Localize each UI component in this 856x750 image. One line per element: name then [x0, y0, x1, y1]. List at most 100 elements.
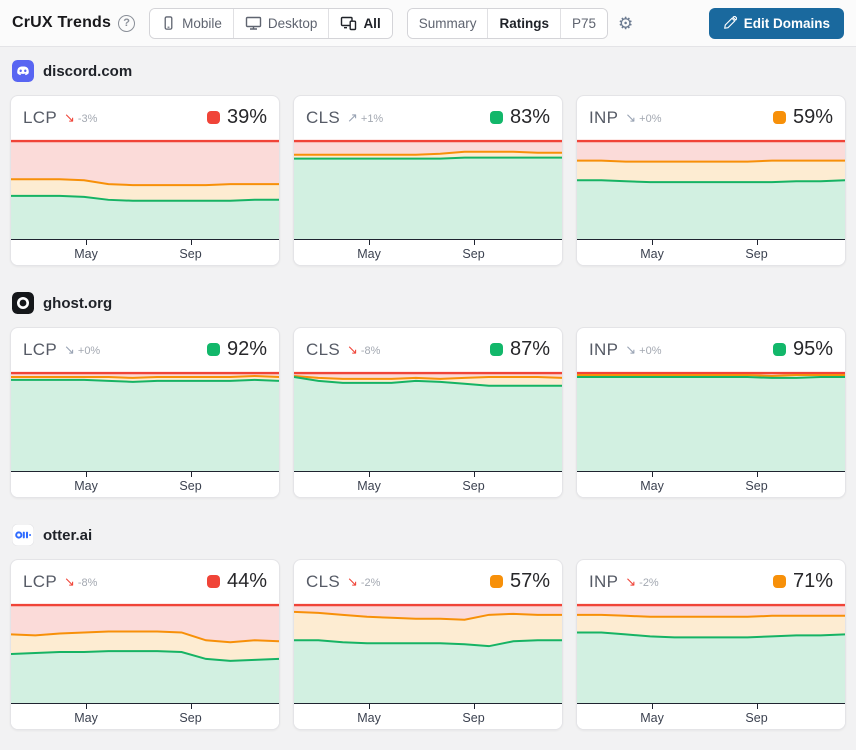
- axis-tick-label: May: [357, 479, 381, 493]
- toggle-label: Summary: [418, 15, 477, 31]
- trend-chart: [577, 370, 845, 471]
- trend-percentage: -3%: [77, 112, 98, 125]
- toggle-label: Desktop: [267, 15, 318, 31]
- metric-label: INP: [589, 107, 619, 127]
- metric-label: INP: [589, 571, 619, 591]
- metric-cards-row: LCP ↘ -3% 39% May Sep CLS ↗ +1% 83% May Sep INP ↘ +0% 5…: [10, 95, 846, 266]
- rating-value: 87%: [489, 338, 550, 361]
- axis-tick: [756, 472, 758, 477]
- toggle-label: All: [363, 15, 381, 31]
- device-toggle: Mobile Desktop All: [149, 7, 393, 39]
- trend: ↘ -8%: [64, 575, 97, 589]
- axis-tick: [652, 472, 654, 477]
- axis-tick: [756, 704, 758, 709]
- toggle-label: Ratings: [499, 15, 549, 31]
- edit-domains-button[interactable]: Edit Domains: [708, 7, 844, 39]
- rating-dot-icon: [206, 575, 220, 588]
- toggle-option-ratings[interactable]: Ratings: [487, 8, 560, 38]
- metric-card-ghost.org-cls: CLS ↘ -8% 87% May Sep: [293, 327, 563, 498]
- domain-name: ghost.org: [43, 294, 113, 312]
- axis-tick-label: May: [74, 479, 98, 493]
- axis-tick: [369, 240, 371, 245]
- help-icon[interactable]: ?: [118, 14, 136, 32]
- trend-down-icon: ↘: [625, 341, 637, 357]
- axis-tick: [190, 240, 192, 245]
- trend-down-icon: ↘: [63, 109, 75, 125]
- metric-label: LCP: [23, 571, 57, 591]
- rating-value: 39%: [206, 106, 267, 129]
- axis-tick: [473, 472, 475, 477]
- trend-chart: [294, 138, 562, 239]
- chart-x-axis: May Sep: [577, 239, 845, 265]
- trend: ↘ +0%: [64, 343, 100, 357]
- axis-tick-label: Sep: [462, 479, 485, 493]
- axis-tick-label: Sep: [745, 247, 768, 261]
- toggle-option-all[interactable]: All: [328, 8, 392, 38]
- domain-name: otter.ai: [43, 526, 93, 544]
- trend-percentage: -2%: [639, 576, 659, 589]
- axis-tick: [369, 704, 371, 709]
- axis-tick: [756, 240, 758, 245]
- edit-domains-label: Edit Domains: [743, 15, 830, 31]
- rating-percentage: 92%: [226, 338, 267, 360]
- view-toggle: Summary Ratings P75: [406, 7, 609, 39]
- otter-icon: [12, 524, 34, 546]
- trend-chart: [294, 370, 562, 471]
- chart-x-axis: May Sep: [11, 471, 279, 497]
- axis-tick-label: May: [74, 247, 98, 261]
- metric-card-ghost.org-inp: INP ↘ +0% 95% May Sep: [576, 327, 846, 498]
- axis-tick: [652, 240, 654, 245]
- axis-tick: [190, 472, 192, 477]
- toggle-label: P75: [571, 15, 597, 31]
- domain-section-ghost.org: ghost.org LCP ↘ +0% 92% May Sep CLS ↘ -8% 87% May Se…: [0, 279, 856, 511]
- axis-tick-label: Sep: [179, 479, 202, 493]
- card-header: INP ↘ +0% 95%: [577, 328, 845, 370]
- toggle-option-p75[interactable]: P75: [559, 8, 608, 38]
- rating-value: 95%: [772, 338, 833, 361]
- trend-chart: [11, 370, 279, 471]
- trend-chart: [577, 138, 845, 239]
- trend-percentage: -8%: [77, 576, 98, 589]
- axis-tick: [86, 704, 88, 709]
- top-bar: CrUX Trends ? Mobile Desktop All Summary Ra…: [0, 0, 856, 47]
- metric-card-otter.ai-lcp: LCP ↘ -8% 44% May Sep: [10, 559, 280, 730]
- toggle-option-summary[interactable]: Summary: [407, 8, 488, 38]
- chart-x-axis: May Sep: [577, 471, 845, 497]
- card-header: INP ↘ -2% 71%: [577, 560, 845, 602]
- card-header: LCP ↘ +0% 92%: [11, 328, 279, 370]
- axis-tick-label: May: [640, 247, 664, 261]
- rating-percentage: 44%: [226, 570, 267, 592]
- metric-cards-row: LCP ↘ -8% 44% May Sep CLS ↘ -2% 57% May Sep INP ↘ -2% 7…: [10, 559, 846, 730]
- rating-value: 83%: [489, 106, 550, 129]
- sections: discord.com LCP ↘ -3% 39% May Sep CLS ↗ +1% 83% May…: [0, 47, 856, 743]
- rating-percentage: 95%: [792, 338, 833, 360]
- rating-dot-icon: [206, 111, 220, 124]
- rating-percentage: 87%: [509, 338, 550, 360]
- chart-x-axis: May Sep: [294, 703, 562, 729]
- axis-tick-label: May: [357, 247, 381, 261]
- trend-percentage: +0%: [77, 344, 101, 357]
- discord-icon: [12, 60, 34, 82]
- metric-label: INP: [589, 339, 619, 359]
- axis-tick-label: May: [640, 711, 664, 725]
- toggle-option-desktop[interactable]: Desktop: [232, 8, 329, 38]
- monitor-icon: [245, 15, 262, 31]
- axis-tick-label: Sep: [179, 711, 202, 725]
- trend-percentage: +0%: [639, 344, 662, 357]
- metric-card-otter.ai-inp: INP ↘ -2% 71% May Sep: [576, 559, 846, 730]
- trend: ↗ +1%: [347, 111, 383, 125]
- metric-card-discord.com-inp: INP ↘ +0% 59% May Sep: [576, 95, 846, 266]
- toggle-option-mobile[interactable]: Mobile: [150, 8, 233, 38]
- rating-value: 44%: [206, 570, 267, 593]
- card-header: CLS ↘ -2% 57%: [294, 560, 562, 602]
- axis-tick: [652, 704, 654, 709]
- metric-card-ghost.org-lcp: LCP ↘ +0% 92% May Sep: [10, 327, 280, 498]
- metric-card-discord.com-cls: CLS ↗ +1% 83% May Sep: [293, 95, 563, 266]
- rating-value: 71%: [772, 570, 833, 593]
- trend-down-icon: ↘: [346, 341, 358, 357]
- rating-percentage: 39%: [226, 106, 267, 128]
- trend-down-icon: ↘: [625, 109, 637, 125]
- metric-label: LCP: [23, 107, 57, 127]
- gear-icon[interactable]: ⚙: [618, 13, 634, 33]
- domain-section-discord.com: discord.com LCP ↘ -3% 39% May Sep CLS ↗ +1% 83% May…: [0, 47, 856, 279]
